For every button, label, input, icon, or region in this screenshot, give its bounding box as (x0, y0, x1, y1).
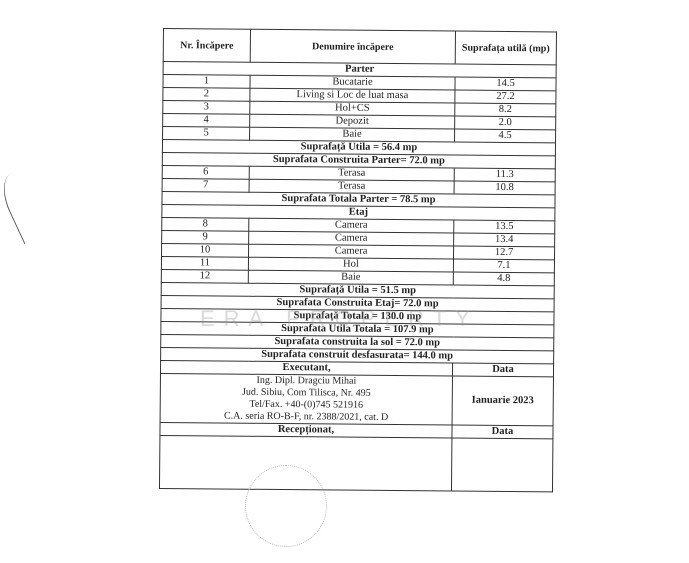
room-nr: 5 (162, 126, 250, 141)
table-header: Nr. Încăpere Denumire încăpere Suprafața… (163, 28, 557, 65)
room-nr: 2 (162, 87, 250, 102)
header-name: Denumire încăpere (250, 29, 456, 65)
stamp-signature (245, 465, 327, 547)
room-nr: 11 (161, 256, 249, 271)
receptionat-date-cell (451, 438, 553, 492)
room-area: 27.2 (454, 90, 556, 104)
room-nr: 7 (162, 178, 250, 193)
room-area: 4.5 (454, 129, 556, 143)
room-area: 8.2 (454, 103, 556, 117)
room-nr: 12 (161, 269, 249, 284)
executant-data-label: Data (452, 363, 554, 377)
room-nr: 8 (161, 217, 249, 232)
executant-details: Ing. Dipl. Dragciu Mihai Jud. Sibiu, Com… (160, 373, 453, 426)
room-area: 7.1 (453, 259, 555, 273)
room-area: 11.3 (454, 168, 556, 182)
surface-table-document: Nr. Încăpere Denumire încăpere Suprafața… (159, 28, 557, 492)
receptionat-data-label: Data (451, 425, 554, 439)
header-nr: Nr. Încăpere (163, 28, 251, 63)
room-nr: 6 (162, 165, 250, 180)
rooms-table: Nr. Încăpere Denumire încăpere Suprafața… (159, 28, 557, 492)
room-area: 13.4 (453, 233, 555, 247)
watermark: ERA PROPERTY (200, 306, 479, 331)
room-nr: 9 (161, 230, 249, 245)
room-area: 13.5 (453, 220, 555, 234)
executant-date: Ianuarie 2023 (452, 376, 554, 426)
room-area: 14.5 (454, 77, 557, 91)
room-nr: 10 (161, 243, 249, 258)
room-area: 10.8 (454, 181, 556, 195)
room-area: 12.7 (453, 246, 555, 260)
room-area: 2.0 (454, 116, 556, 130)
scan-mark (0, 165, 58, 245)
header-area: Suprafața utilă (mp) (455, 31, 557, 65)
room-nr: 3 (162, 100, 250, 115)
room-area: 4.8 (453, 272, 555, 286)
room-nr: 4 (162, 113, 250, 128)
room-nr: 1 (162, 74, 251, 89)
